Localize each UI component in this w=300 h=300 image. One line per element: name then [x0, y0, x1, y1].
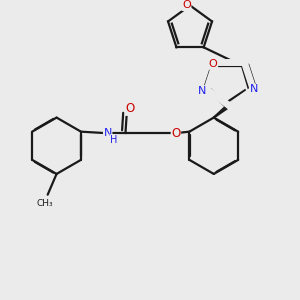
Text: O: O: [125, 102, 134, 115]
Text: O: O: [208, 59, 217, 69]
Text: CH₃: CH₃: [36, 199, 53, 208]
Text: O: O: [171, 127, 181, 140]
Text: N: N: [103, 128, 112, 138]
Text: O: O: [182, 1, 191, 10]
Text: N: N: [198, 86, 206, 96]
Text: N: N: [250, 84, 258, 94]
Text: H: H: [110, 135, 117, 145]
